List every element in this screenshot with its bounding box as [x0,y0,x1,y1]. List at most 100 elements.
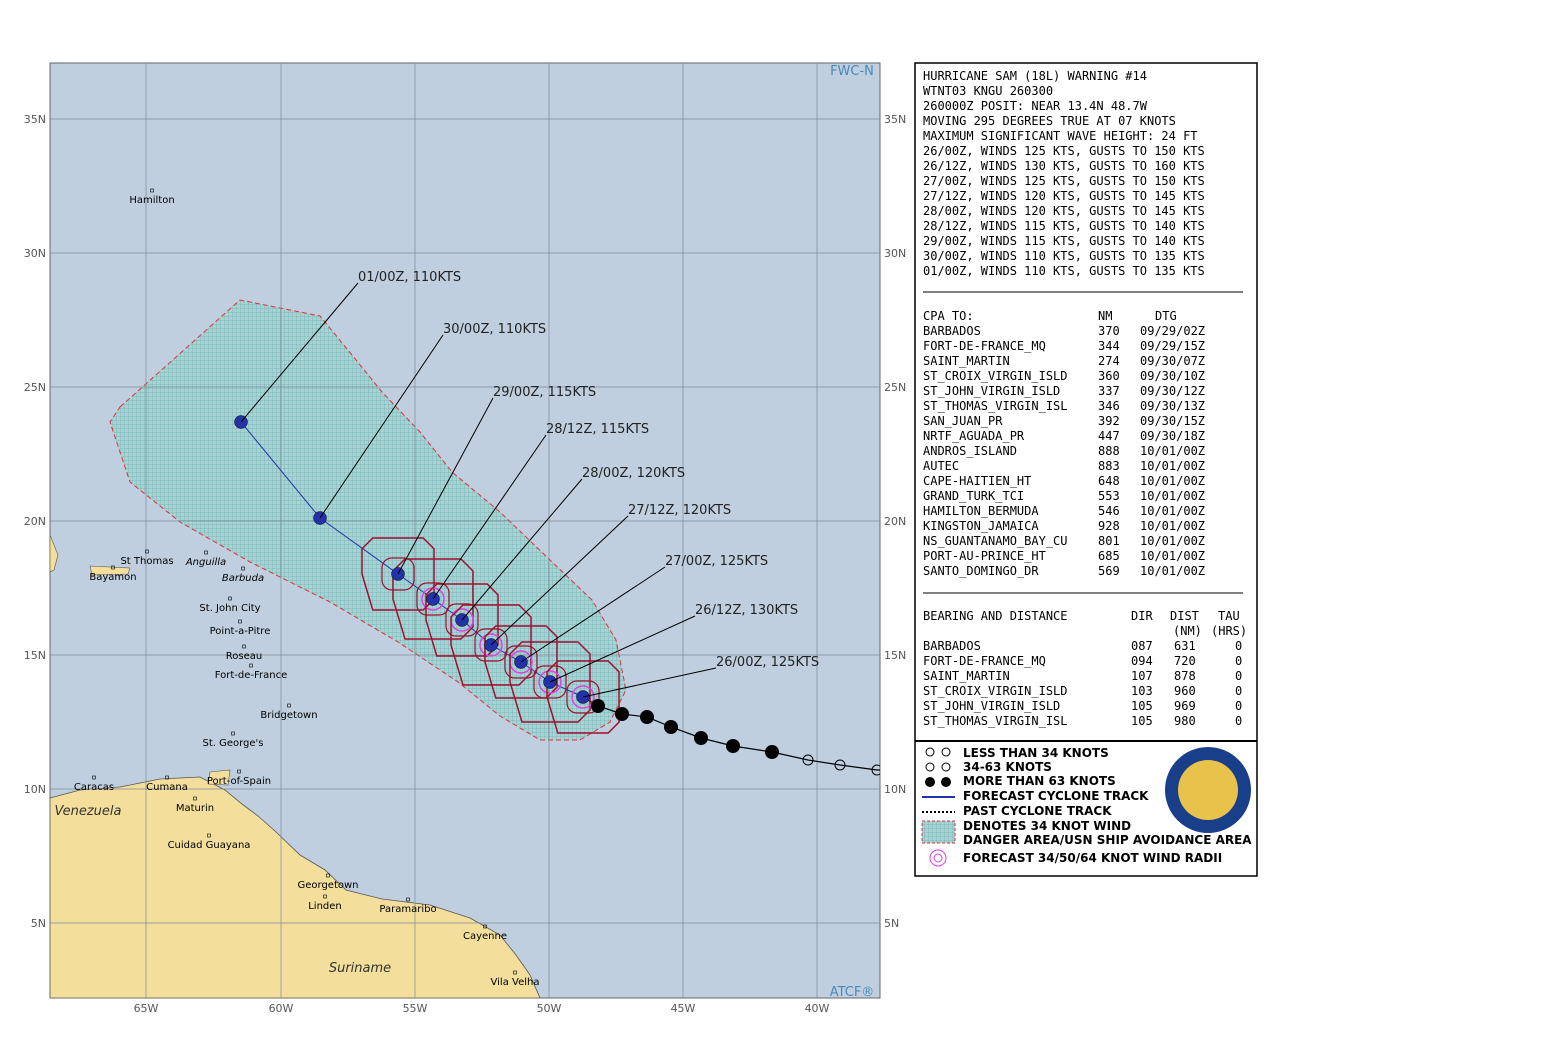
bearing-cell: 105 [1131,714,1153,728]
legend-entry: MORE THAN 63 KNOTS [963,774,1116,788]
cpa-cell: ST_THOMAS_VIRGIN_ISL [923,399,1068,413]
cpa-cell: 888 [1098,444,1120,458]
cpa-cell: 337 [1098,384,1120,398]
bearing-cell: 980 [1174,714,1196,728]
forecast-label: 27/12Z, 120KTS [628,503,731,518]
cpa-cell: ANDROS_ISLAND [923,444,1017,458]
cpa-cell: SAN_JUAN_PR [923,414,1003,428]
cpa-cell: 10/01/00Z [1140,504,1205,518]
cpa-cell: 928 [1098,519,1120,533]
bearing-cell: ST_THOMAS_VIRGIN_ISL [923,714,1068,728]
warning-line: 27/12Z, WINDS 120 KTS, GUSTS TO 145 KTS [923,189,1205,203]
bearing-cell: 105 [1131,699,1153,713]
place-label: Paramaribo [379,904,436,915]
forecast-leader [582,667,717,698]
wind-radii-34 [450,604,532,686]
wind-radii-34 [392,558,474,640]
past-position [615,707,629,721]
bearing-cell: FORT-DE-FRANCE_MQ [923,654,1046,668]
legend-symbol [925,762,935,772]
place-marker [92,775,96,780]
cpa-cell: 09/29/15Z [1140,339,1205,353]
place-marker [287,703,291,708]
place-label: Cuidad Guayana [168,840,251,851]
bearing-header: DIR [1131,609,1153,623]
past-position [726,739,740,753]
cpa-cell: GRAND_TURK_TCI [923,489,1024,503]
cpa-cell: 09/30/12Z [1140,384,1205,398]
place-label: Port-of-Spain [207,776,271,787]
cpa-cell: 10/01/00Z [1140,444,1205,458]
hispaniola [50,534,59,573]
legend-symbol [933,853,943,863]
lon-label: 45W [671,1002,696,1015]
bearing-cell: 0 [1235,714,1242,728]
bearing-header: TAU [1218,609,1240,623]
forecast-label: 01/00Z, 110KTS [358,270,461,285]
cpa-header: CPA TO: [923,309,974,323]
bearing-cell: 0 [1235,684,1242,698]
cpa-cell: 569 [1098,564,1120,578]
place-label: St Thomas [120,556,173,567]
warning-line: WTNT03 KNGU 260300 [923,84,1053,98]
warning-line: 26/00Z, WINDS 125 KTS, GUSTS TO 150 KTS [923,144,1205,158]
place-label: Vila Velha [491,977,540,988]
legend-symbol [929,849,947,867]
bearing-cell: 878 [1174,669,1196,683]
bearing-cell: 087 [1131,639,1153,653]
cpa-cell: AUTEC [923,459,959,473]
cpa-cell: FORT-DE-FRANCE_MQ [923,339,1046,353]
lat-label: 25N [24,381,46,394]
place-label: Hamilton [129,195,174,206]
lat-label: 10N [24,783,46,796]
lat-label: 30N [24,247,46,260]
wind-radii-50 [566,680,600,714]
warning-line: 30/00Z, WINDS 110 KTS, GUSTS TO 135 KTS [923,249,1205,263]
warning-line: 29/00Z, WINDS 115 KTS, GUSTS TO 140 KTS [923,234,1205,248]
legend-symbol [941,777,951,787]
wind-radii-50 [533,665,567,699]
cpa-cell: 553 [1098,489,1120,503]
warning-line: HURRICANE SAM (18L) WARNING #14 [923,69,1147,83]
past-position [640,710,654,724]
wind-radii-64 [571,685,595,709]
cpa-cell: 447 [1098,429,1120,443]
place-label: Linden [308,901,342,912]
place-label: Bayamon [89,572,136,583]
cpa-cell: 392 [1098,414,1120,428]
warning-line: MAXIMUM SIGNIFICANT WAVE HEIGHT: 24 FT [923,129,1198,143]
bearing-cell: 969 [1174,699,1196,713]
forecast-label: 28/12Z, 115KTS [546,422,649,437]
past-position [765,745,779,759]
cpa-cell: CAPE-HAITIEN_HT [923,474,1031,488]
past-position [802,754,814,766]
cpa-cell: BARBADOS [923,324,981,338]
legend-symbol [921,820,956,844]
legend-symbol [925,747,935,757]
place-label: Point-a-Pitre [210,626,271,637]
past-position [834,759,846,771]
warning-line: 260000Z POSIT: NEAR 13.4N 48.7W [923,99,1148,113]
cpa-cell: 10/01/00Z [1140,489,1205,503]
lon-label: 55W [403,1002,428,1015]
lat-label: 10N [884,783,906,796]
bearing-header: BEARING AND DISTANCE [923,609,1068,623]
past-position [694,731,708,745]
forecast-leader [432,434,547,600]
legend-entry: DANGER AREA/USN SHIP AVOIDANCE AREA [963,833,1252,847]
place-label: Maturin [176,803,214,814]
cpa-cell: ST_JOHN_VIRGIN_ISLD [923,384,1060,398]
cpa-cell: 10/01/00Z [1140,459,1205,473]
place-label: Caracas [74,782,114,793]
place-marker [193,796,197,801]
lat-label: 20N [884,515,906,528]
region-label: Venezuela [54,804,121,819]
past-position [591,699,605,713]
place-marker [237,769,241,774]
cpa-cell: 883 [1098,459,1120,473]
place-marker [242,644,246,649]
past-position [871,764,880,776]
place-marker [406,897,410,902]
trinidad [207,769,231,786]
place-marker [323,894,327,899]
